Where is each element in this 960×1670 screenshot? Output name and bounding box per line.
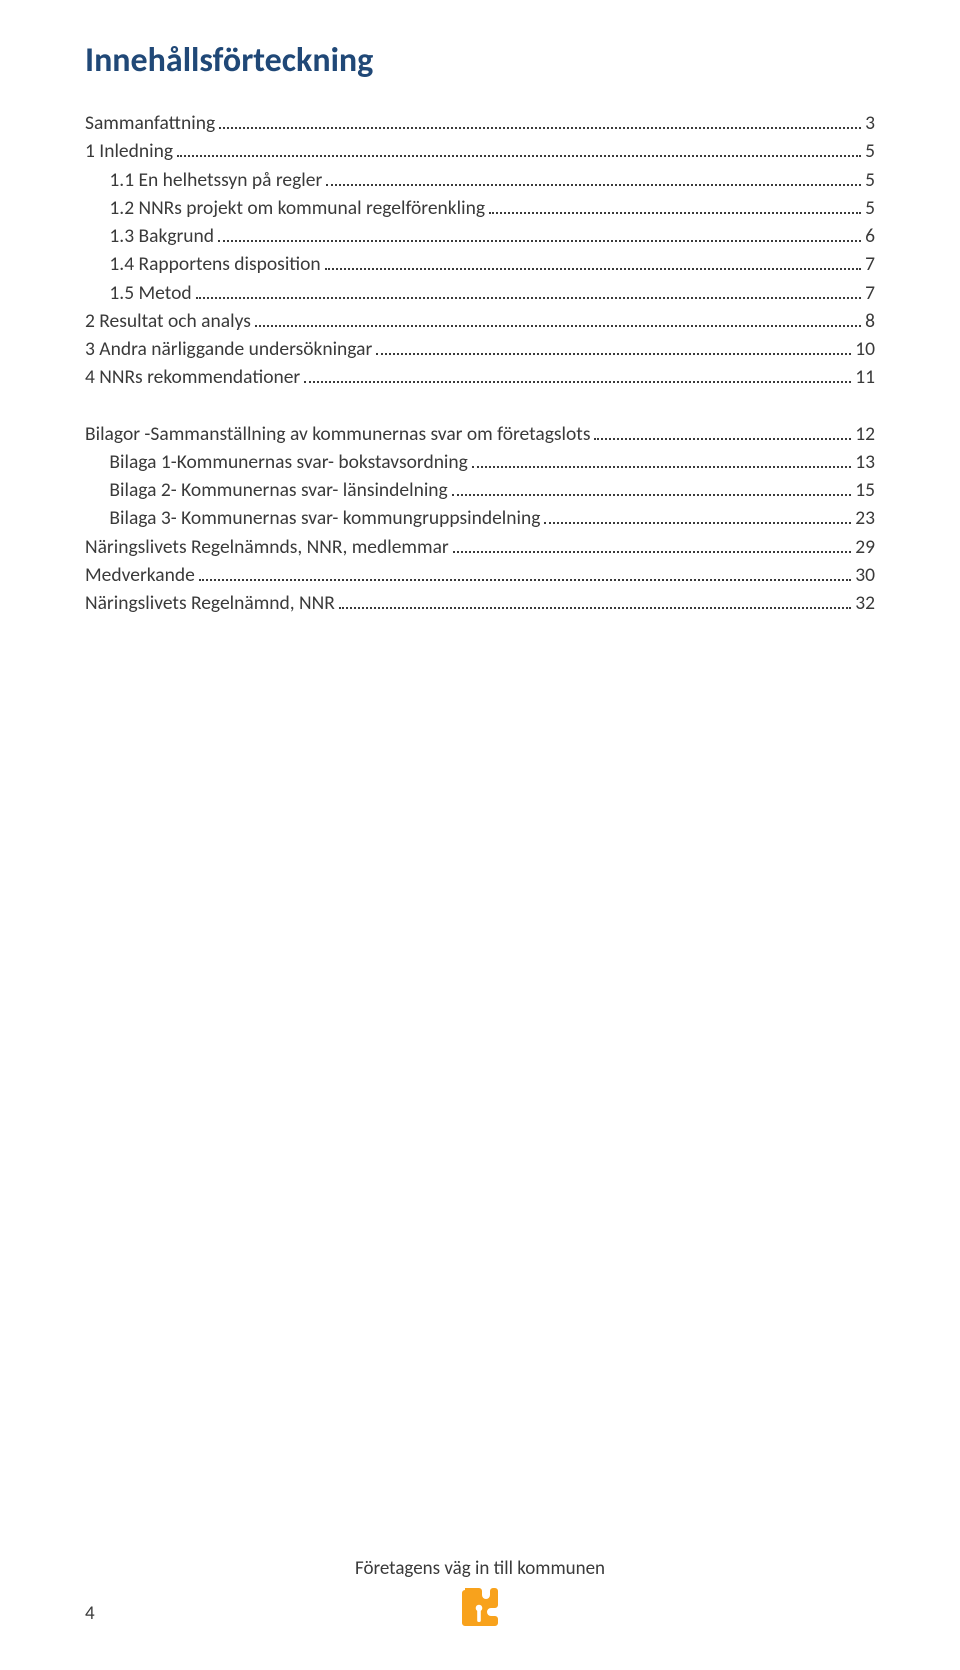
toc-label: 2 Resultat och analys <box>85 307 251 335</box>
toc-page: 3 <box>865 109 875 137</box>
toc-entry: Sammanfattning 3 <box>85 109 875 137</box>
toc-entry: Bilagor -Sammanställning av kommunernas … <box>85 420 875 448</box>
toc-label: 1 Inledning <box>85 137 173 165</box>
toc-label: Bilagor -Sammanställning av kommunernas … <box>85 420 590 448</box>
toc-entry: 1.3 Bakgrund 6 <box>85 222 875 250</box>
toc-entry: 1.4 Rapportens disposition 7 <box>85 250 875 278</box>
footer-text: Företagens väg in till kommunen <box>355 1557 605 1580</box>
toc-entry: Näringslivets Regelnämnd, NNR 32 <box>85 589 875 617</box>
toc-page: 5 <box>865 194 875 222</box>
toc-leader-dots <box>453 535 852 553</box>
toc-page: 7 <box>865 279 875 307</box>
toc-entry: 4 NNRs rekommendationer 11 <box>85 363 875 391</box>
toc-label: 1.3 Bakgrund <box>105 222 214 250</box>
toc-leader-dots <box>325 253 861 271</box>
toc-page: 29 <box>855 533 875 561</box>
toc-leader-dots <box>489 196 861 214</box>
toc-leader-dots <box>219 111 861 129</box>
toc-page: 12 <box>855 420 875 448</box>
toc-page: 32 <box>855 589 875 617</box>
toc-page: 10 <box>855 335 875 363</box>
toc-page: 30 <box>855 561 875 589</box>
toc-page: 6 <box>865 222 875 250</box>
toc-label: 1.5 Metod <box>105 279 192 307</box>
toc-page: 8 <box>865 307 875 335</box>
toc-leader-dots <box>177 140 861 158</box>
toc-label: Näringslivets Regelnämnd, NNR <box>85 589 335 617</box>
toc-label: Medverkande <box>85 561 195 589</box>
toc-label: 1.2 NNRs projekt om kommunal regelförenk… <box>105 194 485 222</box>
toc-leader-dots <box>218 225 861 243</box>
toc-leader-dots <box>199 563 851 581</box>
toc-leader-dots <box>452 479 851 497</box>
toc-label: 4 NNRs rekommendationer <box>85 363 300 391</box>
toc-page: 7 <box>865 250 875 278</box>
toc-page: 23 <box>855 504 875 532</box>
puzzle-icon <box>459 1586 501 1628</box>
toc-label: 1.4 Rapportens disposition <box>105 250 321 278</box>
toc-label: 1.1 En helhetssyn på regler <box>105 166 322 194</box>
table-of-contents: Sammanfattning 3 1 Inledning 5 1.1 En helhe… <box>85 109 875 618</box>
toc-leader-dots <box>472 450 851 468</box>
toc-label: Näringslivets Regelnämnds, NNR, medlemma… <box>85 533 449 561</box>
toc-entry: Näringslivets Regelnämnds, NNR, medlemma… <box>85 533 875 561</box>
toc-leader-dots <box>304 366 851 384</box>
toc-entry: Bilaga 1-Kommunernas svar- bokstavsordni… <box>85 448 875 476</box>
toc-entry: 2 Resultat och analys 8 <box>85 307 875 335</box>
toc-entry: 1.1 En helhetssyn på regler 5 <box>85 166 875 194</box>
footer: Företagens väg in till kommunen <box>0 1557 960 1628</box>
toc-page: 13 <box>855 448 875 476</box>
toc-page: 15 <box>855 476 875 504</box>
toc-page: 5 <box>865 137 875 165</box>
toc-label: Bilaga 3- Kommunernas svar- kommungrupps… <box>105 504 540 532</box>
toc-leader-dots <box>544 507 851 525</box>
toc-label: 3 Andra närliggande undersökningar <box>85 335 372 363</box>
toc-entry: 1.5 Metod 7 <box>85 279 875 307</box>
toc-entry: Bilaga 2- Kommunernas svar- länsindelnin… <box>85 476 875 504</box>
page-title: Innehållsförteckning <box>85 40 875 81</box>
toc-page: 11 <box>855 363 875 391</box>
toc-leader-dots <box>594 422 851 440</box>
toc-label: Sammanfattning <box>85 109 215 137</box>
toc-entry: Bilaga 3- Kommunernas svar- kommungrupps… <box>85 504 875 532</box>
toc-leader-dots <box>376 338 851 356</box>
toc-label: Bilaga 1-Kommunernas svar- bokstavsordni… <box>105 448 468 476</box>
toc-page: 5 <box>865 166 875 194</box>
toc-leader-dots <box>255 309 861 327</box>
toc-entry: 1.2 NNRs projekt om kommunal regelförenk… <box>85 194 875 222</box>
toc-leader-dots <box>196 281 861 299</box>
toc-label: Bilaga 2- Kommunernas svar- länsindelnin… <box>105 476 448 504</box>
toc-entry: 1 Inledning 5 <box>85 137 875 165</box>
toc-leader-dots <box>326 168 861 186</box>
toc-entry: Medverkande 30 <box>85 561 875 589</box>
toc-entry: 3 Andra närliggande undersökningar 10 <box>85 335 875 363</box>
toc-leader-dots <box>339 592 851 610</box>
